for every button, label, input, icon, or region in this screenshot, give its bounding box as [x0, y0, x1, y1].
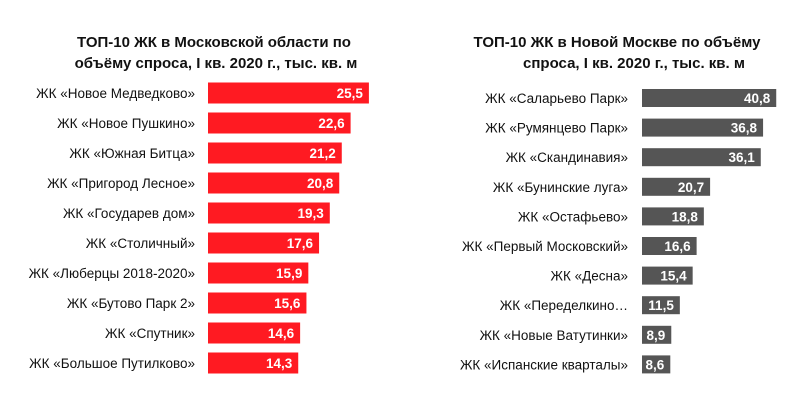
chart-title-line-1: ТОП-10 ЖК в Московской области по: [77, 34, 351, 51]
bar: [642, 148, 761, 167]
category-label: ЖК «Десна»: [551, 269, 628, 284]
bar: [208, 112, 351, 134]
bar: [642, 266, 693, 285]
bar: [208, 292, 307, 314]
category-label: ЖК «Бутово Парк 2»: [67, 296, 195, 311]
category-label: ЖК «Южная Битца»: [69, 146, 195, 161]
chart-title-line-2: объёму спроса, I кв. 2020 г., тыс. кв. м: [75, 55, 358, 72]
bar: [208, 352, 299, 374]
category-label: ЖК «Новые Ватутинки»: [480, 328, 628, 343]
chart-new-moscow: ТОП-10 ЖК в Новой Москве по объёму спрос…: [460, 34, 777, 374]
bar: [642, 89, 777, 107]
category-label: ЖК «Новое Пушкино»: [57, 116, 195, 131]
category-label: ЖК «Новое Медведково»: [36, 86, 195, 101]
value-label: 18,8: [672, 209, 699, 224]
bar: [208, 202, 330, 224]
category-label: ЖК «Спутник»: [105, 326, 195, 341]
bar: [208, 232, 320, 254]
value-label: 22,6: [318, 116, 345, 131]
bar: [642, 355, 671, 374]
chart-title-line-2: спроса, I кв. 2020 г., тыс. кв. м: [523, 55, 745, 72]
value-label: 36,1: [728, 150, 755, 165]
value-label: 15,4: [660, 269, 687, 284]
value-label: 20,7: [678, 180, 704, 195]
category-label: ЖК «Скандинавия»: [506, 150, 628, 165]
value-label: 21,2: [309, 146, 335, 161]
category-label: ЖК «Государев дом»: [63, 206, 195, 221]
category-label: ЖК «Пригород Лесное»: [47, 176, 195, 191]
category-label: ЖК «Бунинские луга»: [493, 180, 628, 195]
value-label: 8,6: [646, 357, 665, 372]
category-label: ЖК «Румянцево Парк»: [485, 121, 628, 136]
value-label: 15,6: [274, 296, 301, 311]
bar: [642, 177, 711, 196]
bar: [208, 322, 301, 344]
bar: [642, 325, 672, 344]
bar: [642, 237, 697, 255]
value-label: 11,5: [648, 298, 674, 313]
category-label: ЖК «Люберцы 2018-2020»: [29, 266, 195, 281]
value-label: 16,6: [664, 239, 691, 254]
value-label: 36,8: [731, 121, 758, 136]
category-label: ЖК «Саларьево Парк»: [485, 91, 628, 106]
value-label: 8,9: [646, 328, 665, 343]
bar: [208, 142, 342, 164]
chart-moscow-region: ТОП-10 ЖК в Московской области по объёму…: [29, 34, 369, 374]
value-label: 40,8: [744, 91, 771, 106]
value-label: 25,5: [337, 86, 364, 101]
value-label: 19,3: [298, 206, 325, 221]
bar: [642, 118, 764, 137]
category-label: ЖК «Первый Московский»: [462, 239, 628, 254]
value-label: 15,9: [276, 266, 302, 281]
bar: [642, 296, 680, 315]
category-label: ЖК «Испанские кварталы»: [460, 357, 628, 372]
category-label: ЖК «Остафьево»: [518, 209, 628, 224]
value-label: 20,8: [307, 176, 334, 191]
bar: [208, 172, 340, 194]
value-label: 17,6: [287, 236, 314, 251]
value-label: 14,3: [266, 356, 293, 371]
category-label: ЖК «Столичный»: [86, 236, 195, 251]
chart-title-line-1: ТОП-10 ЖК в Новой Москве по объёму: [474, 34, 762, 51]
bar: [642, 207, 704, 226]
category-label: ЖК «Большое Путилково»: [29, 356, 195, 371]
bar: [208, 82, 369, 104]
bar: [208, 262, 309, 284]
value-label: 14,6: [268, 326, 295, 341]
category-label: ЖК «Переделкино…: [500, 298, 628, 313]
